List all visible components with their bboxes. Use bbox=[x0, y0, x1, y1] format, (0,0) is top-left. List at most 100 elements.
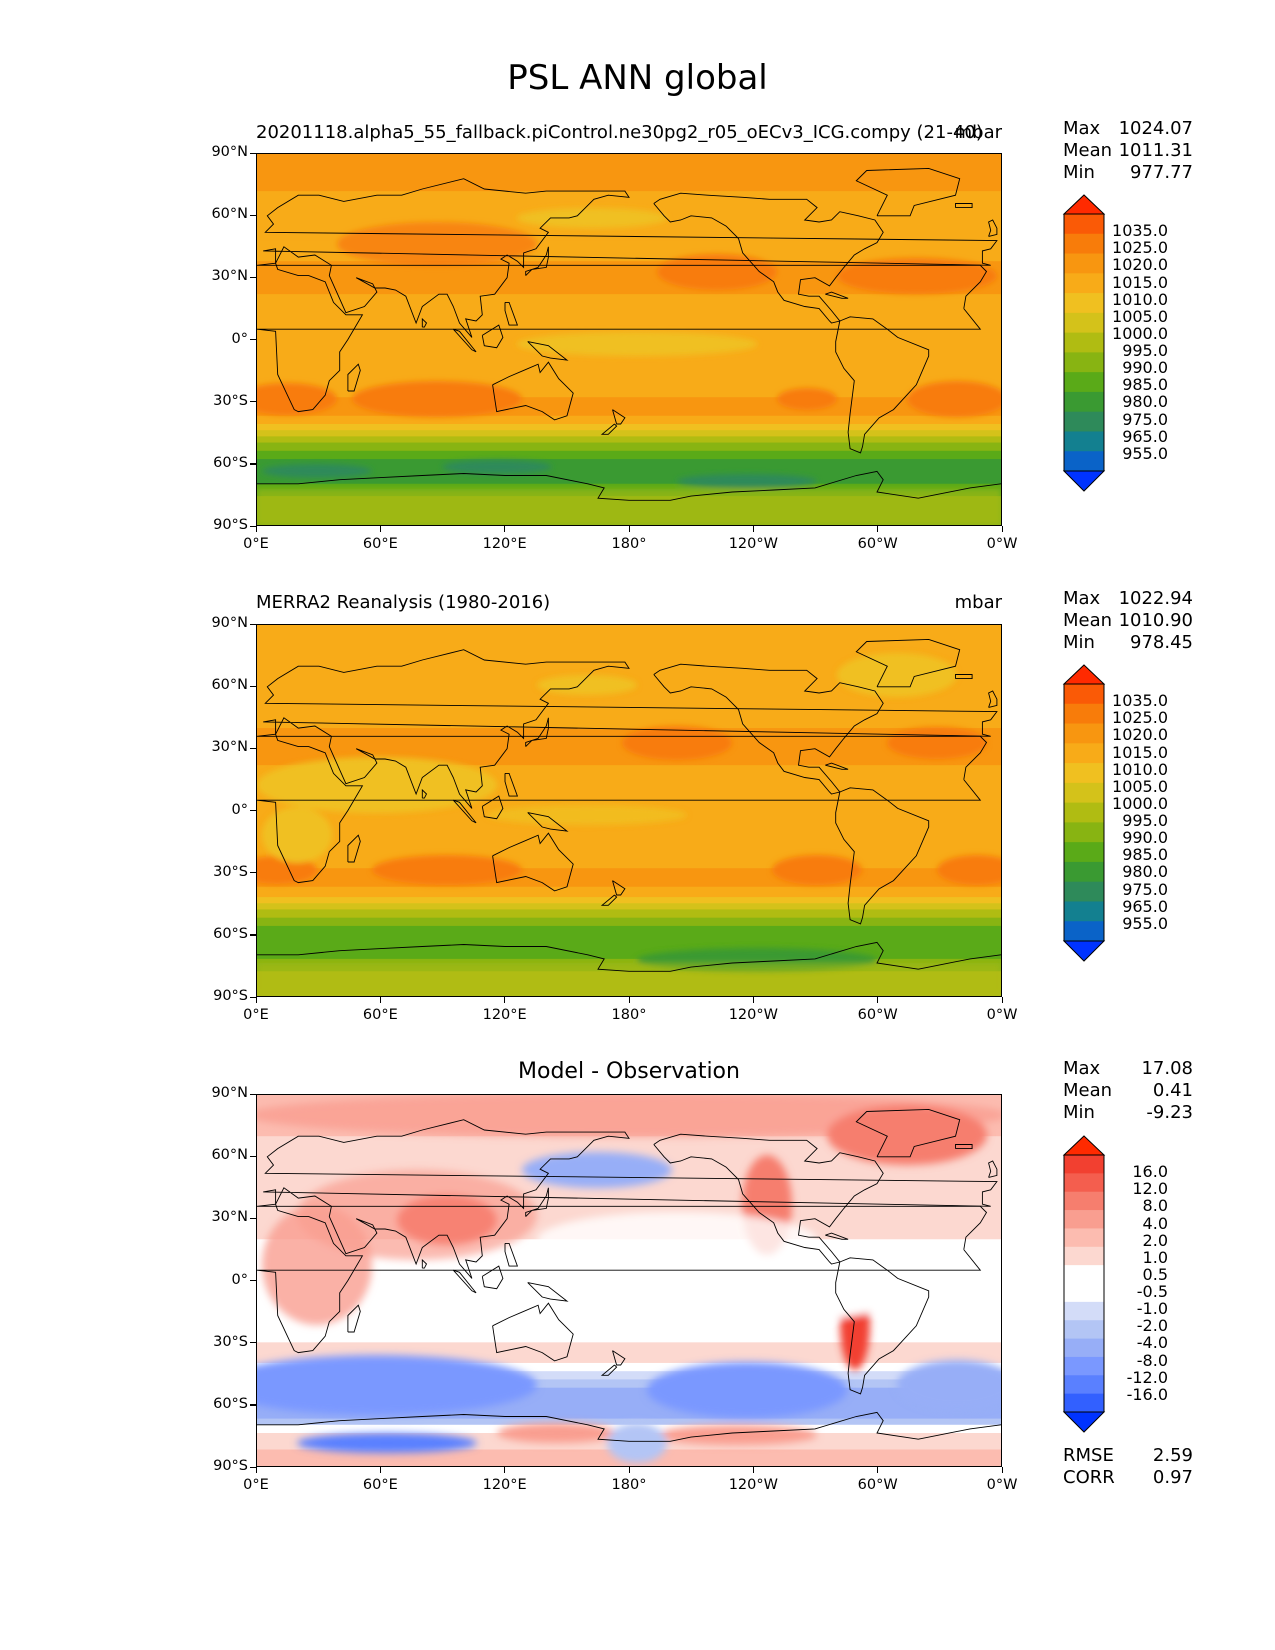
y-tick-label: 0° bbox=[231, 1271, 248, 1288]
y-tick-label: 90°S bbox=[213, 988, 248, 1004]
coast-iceland bbox=[955, 203, 973, 209]
colorbar-segment bbox=[1064, 1393, 1104, 1413]
diff-pacific-neutral bbox=[537, 1212, 817, 1268]
coast-philippines bbox=[504, 1242, 519, 1267]
y-tick-label: 90°S bbox=[213, 1458, 248, 1474]
x-tick-label: 180° bbox=[611, 536, 647, 552]
colorbar-label: 985.0 bbox=[1122, 845, 1168, 865]
field-band bbox=[257, 886, 1001, 898]
colorbar-extend-min bbox=[1062, 1411, 1106, 1433]
test-pacific-high bbox=[657, 254, 777, 290]
x-tick-label: 60°W bbox=[857, 536, 898, 552]
diff-arctic-positive bbox=[257, 1095, 1001, 1137]
colorbar-segment bbox=[1064, 293, 1104, 314]
colorbar-extend-min bbox=[1062, 470, 1106, 492]
y-tick-mark bbox=[250, 623, 256, 625]
x-tick-label: 120°E bbox=[482, 1007, 527, 1023]
test-se-atlantic-high bbox=[907, 381, 1001, 417]
ref-antarctic-plateau bbox=[257, 963, 1001, 996]
colorbar-extend-max bbox=[1062, 664, 1106, 685]
panel-reference-field bbox=[257, 625, 1001, 996]
diff-canada-positive bbox=[827, 1105, 987, 1165]
colorbar-segment bbox=[1064, 782, 1104, 804]
panel-reference-mean: Mean 1010.90 bbox=[1063, 610, 1193, 631]
coast-greenland bbox=[855, 167, 961, 217]
colorbar-segment bbox=[1064, 861, 1104, 883]
x-tick-label: 60°W bbox=[857, 1007, 898, 1023]
panel-difference-corr: CORR 0.97 bbox=[1063, 1467, 1193, 1488]
colorbar-label: 4.0 bbox=[1142, 1213, 1168, 1233]
x-tick-mark bbox=[752, 1467, 755, 1473]
colorbar-label: 1015.0 bbox=[1112, 272, 1168, 292]
y-tick-mark bbox=[250, 152, 256, 154]
reference-coastlines bbox=[257, 638, 1001, 972]
test-antarctic-plateau bbox=[257, 489, 1001, 525]
test-southern-trough-1 bbox=[262, 464, 372, 478]
difference-coastlines bbox=[257, 1108, 1001, 1442]
colorbar-segment bbox=[1064, 312, 1104, 334]
x-tick-label: 60°E bbox=[362, 536, 398, 552]
x-tick-label: 180° bbox=[611, 1477, 647, 1493]
field-band bbox=[257, 847, 1001, 869]
colorbar-label: 1020.0 bbox=[1112, 725, 1168, 745]
colorbar-segment bbox=[1064, 1301, 1104, 1321]
coast-borneo bbox=[481, 1265, 504, 1290]
colorbar-outline bbox=[1063, 1154, 1105, 1413]
panel-reference-colorbar bbox=[1062, 664, 1106, 962]
coast-newguinea bbox=[527, 1282, 569, 1302]
colorbar-label: 965.0 bbox=[1122, 426, 1168, 446]
colorbar-label: 995.0 bbox=[1122, 811, 1168, 831]
panel-reference-min: Min 978.45 bbox=[1063, 632, 1193, 653]
x-tick-mark bbox=[1001, 1467, 1003, 1473]
y-tick-mark bbox=[250, 996, 256, 998]
colorbar-segment bbox=[1064, 763, 1104, 784]
field-band bbox=[257, 424, 1001, 431]
diff-ross-positive bbox=[657, 1425, 817, 1445]
coast-southamerica bbox=[835, 316, 930, 454]
x-tick-mark bbox=[504, 1467, 506, 1473]
y-tick-label: 30°N bbox=[211, 1209, 248, 1226]
colorbar-segment bbox=[1064, 431, 1104, 452]
panel-test-map bbox=[256, 153, 1002, 526]
coast-australia bbox=[492, 1302, 574, 1362]
test-coastlines bbox=[257, 167, 1001, 501]
colorbar-segment bbox=[1064, 372, 1104, 393]
field-band bbox=[257, 903, 1001, 910]
colorbar-segment bbox=[1064, 1265, 1104, 1284]
y-tick-label: 30°N bbox=[211, 739, 248, 756]
diff-southern-negative-1 bbox=[257, 1355, 537, 1415]
y-tick-mark bbox=[250, 1466, 256, 1468]
colorbar-segment bbox=[1064, 1356, 1104, 1376]
colorbar-segment bbox=[1064, 1228, 1104, 1248]
diff-tropics-neutral bbox=[507, 1265, 907, 1325]
coast-eurasia bbox=[263, 178, 998, 338]
coast-britain bbox=[988, 690, 998, 708]
colorbar-segment bbox=[1064, 233, 1104, 254]
field-band bbox=[257, 436, 1001, 444]
colorbar-segment bbox=[1064, 802, 1104, 823]
x-tick-label: 0°E bbox=[243, 536, 269, 552]
y-tick-mark bbox=[250, 463, 256, 465]
colorbar-label: 1000.0 bbox=[1112, 793, 1168, 813]
y-tick-mark bbox=[250, 339, 256, 341]
colorbar-label: 990.0 bbox=[1122, 828, 1168, 848]
colorbar-label: 16.0 bbox=[1132, 1162, 1168, 1182]
coast-eurasia bbox=[263, 649, 998, 809]
y-tick-mark bbox=[250, 1280, 256, 1282]
colorbar-label: 0.5 bbox=[1142, 1264, 1168, 1284]
ref-asia-low bbox=[257, 757, 497, 813]
field-band bbox=[257, 430, 1001, 437]
coast-sumatra bbox=[452, 328, 477, 353]
y-tick-label: 60°S bbox=[213, 1395, 248, 1412]
field-band bbox=[257, 897, 1001, 904]
coast-greenland bbox=[855, 1108, 961, 1158]
test-aleutian-low bbox=[517, 208, 667, 228]
ref-se-atlantic-high bbox=[937, 855, 1001, 885]
y-tick-mark bbox=[250, 1217, 256, 1220]
panel-difference-map bbox=[256, 1094, 1002, 1467]
x-tick-label: 0°W bbox=[986, 1477, 1018, 1493]
panel-difference-min: Min -9.23 bbox=[1063, 1102, 1193, 1123]
colorbar-label: 1.0 bbox=[1142, 1247, 1168, 1267]
x-tick-mark bbox=[628, 997, 630, 1003]
test-azores-high bbox=[837, 258, 997, 294]
